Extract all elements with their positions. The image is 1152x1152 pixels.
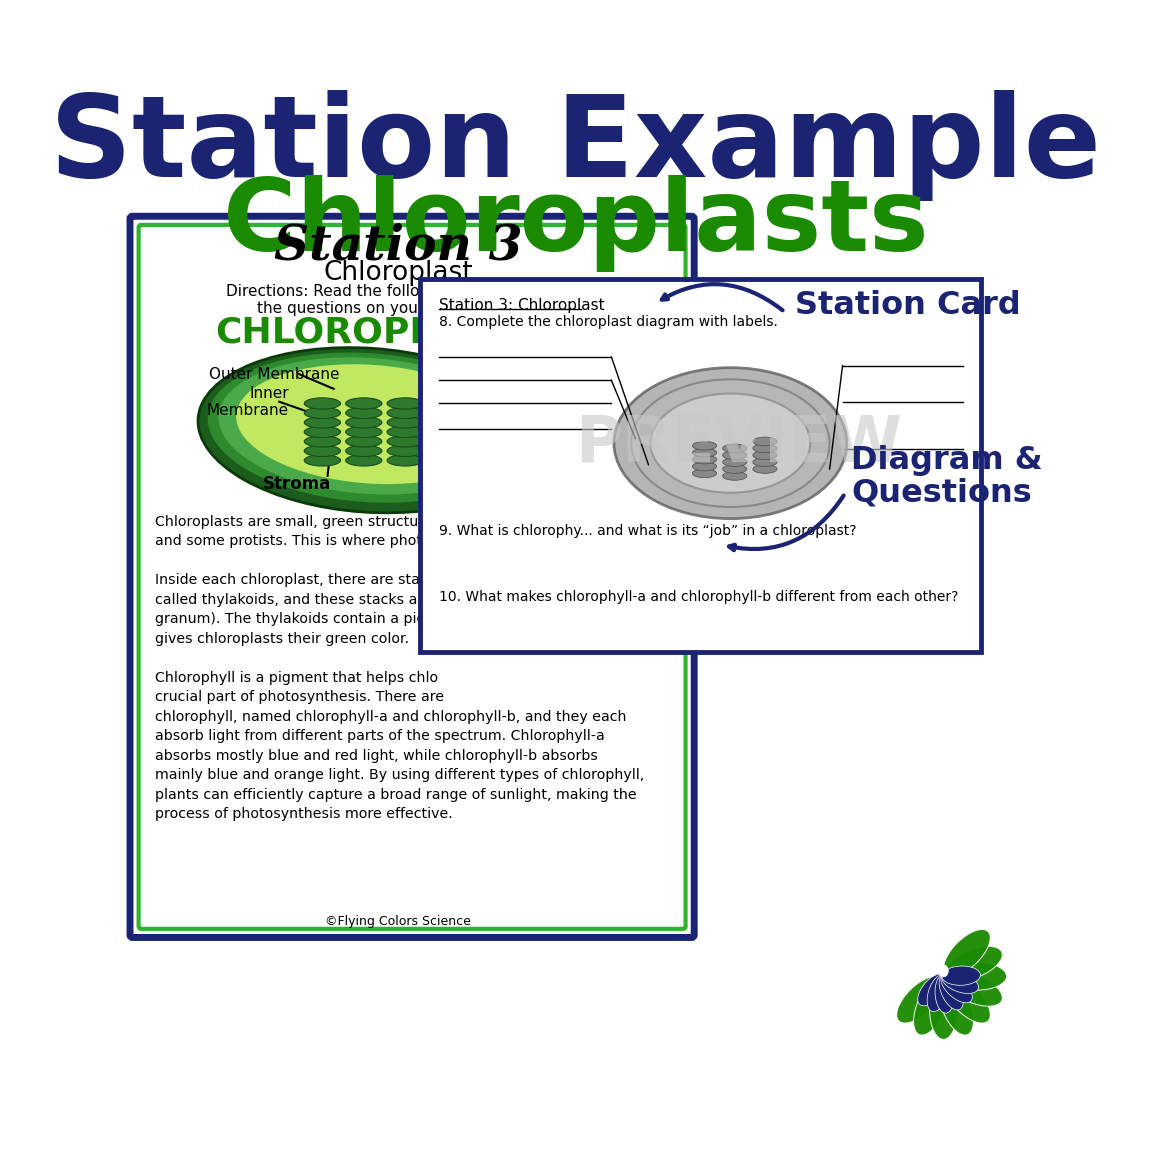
Ellipse shape: [722, 450, 746, 460]
Text: Chloroplast: Chloroplast: [324, 260, 473, 286]
Ellipse shape: [387, 435, 423, 447]
Ellipse shape: [939, 965, 948, 977]
Text: CHLOROPLAST: CHLOROPLAST: [215, 316, 511, 350]
Text: Station Example: Station Example: [51, 90, 1101, 202]
Ellipse shape: [304, 397, 341, 409]
Text: Station 3: Station 3: [274, 223, 523, 270]
Ellipse shape: [722, 457, 746, 467]
Ellipse shape: [346, 455, 382, 467]
Ellipse shape: [927, 975, 949, 1011]
Ellipse shape: [943, 977, 991, 1023]
Ellipse shape: [941, 973, 972, 1003]
Ellipse shape: [206, 351, 530, 503]
Ellipse shape: [692, 455, 717, 464]
Ellipse shape: [235, 363, 506, 485]
Ellipse shape: [651, 394, 810, 493]
Text: Station 3: Chloroplast: Station 3: Chloroplast: [439, 298, 605, 313]
Ellipse shape: [387, 455, 423, 467]
Ellipse shape: [692, 448, 717, 457]
Ellipse shape: [692, 469, 717, 478]
Text: 8. Complete the chloroplast diagram with labels.: 8. Complete the chloroplast diagram with…: [439, 316, 778, 329]
Ellipse shape: [304, 455, 341, 467]
Ellipse shape: [304, 435, 341, 447]
Ellipse shape: [753, 464, 776, 473]
Ellipse shape: [198, 348, 538, 513]
Text: Th: Th: [452, 445, 475, 462]
Ellipse shape: [947, 962, 1007, 991]
Text: 10. What makes chlorophyll-a and chlorophyll-b different from each other?: 10. What makes chlorophyll-a and chlorop…: [439, 590, 958, 604]
Ellipse shape: [946, 947, 1002, 980]
Text: PREVIEW: PREVIEW: [576, 412, 902, 475]
Ellipse shape: [896, 977, 943, 1023]
Ellipse shape: [914, 979, 948, 1036]
Ellipse shape: [304, 426, 341, 438]
Ellipse shape: [218, 356, 518, 495]
FancyBboxPatch shape: [138, 225, 685, 929]
Text: Stroma: Stroma: [263, 475, 332, 493]
Ellipse shape: [304, 417, 341, 429]
Text: Directions: Read the following text to answer
the questions on your student shee: Directions: Read the following text to a…: [226, 283, 571, 316]
Ellipse shape: [722, 444, 746, 453]
Ellipse shape: [753, 457, 776, 467]
Ellipse shape: [692, 462, 717, 471]
Ellipse shape: [346, 408, 382, 418]
Ellipse shape: [942, 967, 980, 985]
Text: Questions: Questions: [851, 478, 1032, 509]
Ellipse shape: [918, 973, 947, 1006]
Ellipse shape: [753, 450, 776, 460]
Text: Chloroplasts: Chloroplasts: [223, 175, 929, 272]
Text: Inner
Membrane: Inner Membrane: [206, 386, 289, 418]
FancyBboxPatch shape: [419, 279, 980, 652]
Ellipse shape: [941, 971, 978, 993]
Ellipse shape: [346, 417, 382, 429]
Ellipse shape: [930, 979, 957, 1039]
Ellipse shape: [346, 446, 382, 456]
Ellipse shape: [387, 408, 423, 418]
Ellipse shape: [753, 437, 776, 446]
Ellipse shape: [387, 446, 423, 456]
Ellipse shape: [722, 471, 746, 480]
Ellipse shape: [304, 408, 341, 418]
Text: ©Flying Colors Science: ©Flying Colors Science: [325, 915, 471, 927]
Ellipse shape: [692, 441, 717, 450]
Text: Chloroplasts are small, green structures f
and some protists. This is where phot: Chloroplasts are small, green structures…: [156, 515, 644, 821]
Ellipse shape: [939, 979, 973, 1036]
Ellipse shape: [939, 975, 963, 1010]
FancyBboxPatch shape: [130, 217, 695, 938]
Ellipse shape: [614, 367, 847, 518]
Ellipse shape: [631, 379, 829, 507]
Ellipse shape: [387, 417, 423, 429]
Ellipse shape: [304, 446, 341, 456]
Ellipse shape: [935, 975, 954, 1013]
Ellipse shape: [346, 397, 382, 409]
Text: Outer Membrane: Outer Membrane: [209, 366, 339, 381]
Ellipse shape: [943, 930, 991, 976]
Ellipse shape: [387, 397, 423, 409]
Ellipse shape: [346, 435, 382, 447]
Text: Diagram &: Diagram &: [851, 445, 1043, 476]
Ellipse shape: [346, 426, 382, 438]
Ellipse shape: [753, 444, 776, 453]
Ellipse shape: [946, 972, 1002, 1006]
Ellipse shape: [387, 426, 423, 438]
Ellipse shape: [722, 464, 746, 473]
Text: 9. What is chlorophy... and what is its “job” in a chloroplast?: 9. What is chlorophy... and what is its …: [439, 524, 856, 538]
Text: Station Card: Station Card: [795, 289, 1021, 320]
